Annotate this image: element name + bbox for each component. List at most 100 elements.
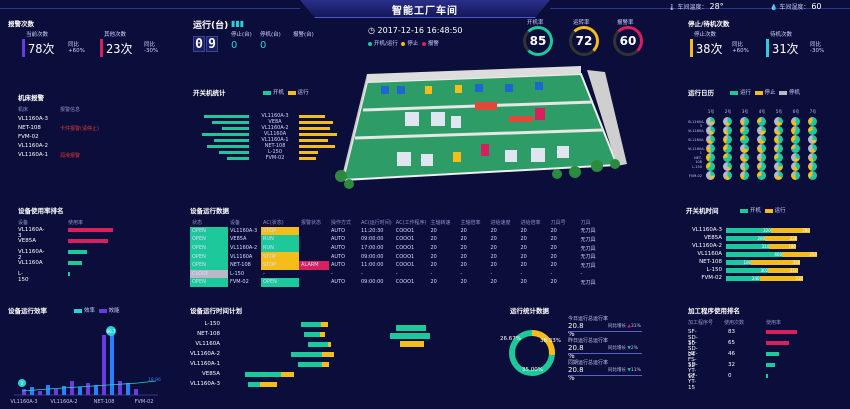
onoff-bar-run xyxy=(299,157,316,160)
alarm-total-change: -30% xyxy=(144,48,159,54)
table-cell: FVM-02 xyxy=(230,279,249,286)
thermometer-icon: 🌡 xyxy=(668,4,676,11)
onoff-bar-run xyxy=(299,151,319,154)
table-cell: 20 xyxy=(430,279,437,286)
chart-legend: 效率 效能 xyxy=(74,306,120,314)
machine-alarm-panel: 机床报警 机床 报警信息 VL1160A-3 NET-108 卡件报警(请停止) FV… xyxy=(18,92,168,162)
table-row[interactable]: OPEN VL1160A-3 STOP AUTO 11:20:30 COOO1 20 20 20… xyxy=(190,226,608,236)
calendar-pie xyxy=(740,153,749,162)
table-cell: AUTO xyxy=(331,253,346,260)
column-header: 报警信息 xyxy=(60,107,81,113)
table-cell: VL1160A-2 xyxy=(230,245,258,252)
table-cell: - xyxy=(550,270,553,277)
onoff-bar-on xyxy=(219,151,249,154)
table-cell: 无刀具 xyxy=(580,262,596,269)
table-cell: RUN xyxy=(261,235,299,244)
efficiency-chart: 66.7 2 18.96 VL1160A-3 VL1160A-2 NET-108 FVM-0… xyxy=(10,326,161,405)
x-tick-label: VL1160A-2 xyxy=(50,399,77,405)
plan-green-bar xyxy=(298,362,322,367)
table-row[interactable]: OPEN VE85A RUN AUTO 09:00:00 COOO1 20 20 20 20 20 无… xyxy=(190,235,608,244)
legend-label: 停机 xyxy=(789,90,801,96)
table-cell: CLOSE xyxy=(190,269,228,279)
calendar-pie xyxy=(774,162,783,171)
panel-title: 停止/待机次数 xyxy=(688,20,730,28)
program-count: 32 xyxy=(728,362,735,368)
table-row[interactable]: CLOSE L-150 - - - - - - - - - - xyxy=(190,269,608,279)
table-header-row: 状态 设备 AC(状态) 报警状态 操作方式 AC(运行时间) AC(工作程序) 主轴转速 主轴… xyxy=(190,218,608,227)
calendar-pie xyxy=(774,135,783,144)
onoff-label: VL1160A xyxy=(263,131,287,137)
arrow-up-icon: ▲ xyxy=(626,324,631,329)
alarm-message: 卡件报警(请停止) xyxy=(60,126,99,132)
calendar-pie xyxy=(740,126,749,135)
machine-name: VL1160A-2 xyxy=(18,143,48,149)
plan-yellow-bar xyxy=(320,332,326,337)
donut-slice xyxy=(513,354,555,376)
calendar-pie xyxy=(723,126,732,135)
calendar-pie xyxy=(740,117,749,126)
open-time-label: FVM-02 xyxy=(701,275,722,281)
onoff-bar-on xyxy=(204,115,249,118)
column-header: 刀具号 xyxy=(550,219,566,226)
calendar-pie xyxy=(757,153,766,162)
stat-value: 20.8 % xyxy=(568,322,584,338)
onoff-label: VL1160A-1 xyxy=(261,137,289,143)
plan-label: VL1160A-1 xyxy=(190,361,220,367)
table-row[interactable]: OPEN VL1160A STOP AUTO 09:00:00 COOO1 20 20 20 20… xyxy=(190,252,608,261)
temperature-value: 28° xyxy=(709,2,724,11)
table-cell: 09:00:00 xyxy=(361,279,384,286)
open-time-on-bar: 280 xyxy=(726,236,766,241)
alarm-today-value: 78次 xyxy=(28,42,55,56)
table-cell: RUN xyxy=(261,243,299,253)
calendar-pie xyxy=(808,153,817,162)
calendar-col-label: 3号 xyxy=(741,109,749,114)
table-cell: L-150 xyxy=(230,270,245,277)
list-item: VL1160A-3 xyxy=(18,116,158,124)
factory-floor-view xyxy=(335,66,627,189)
list-item: FVM-02 xyxy=(18,134,158,142)
onoff-label: L-150 xyxy=(267,149,283,155)
calendar-pie xyxy=(706,162,715,171)
efficiency-bar xyxy=(126,383,130,395)
arrow-down-icon: ▼ xyxy=(626,346,631,351)
calendar-pie xyxy=(757,162,766,171)
gauge-label: 运转率 xyxy=(573,20,590,26)
onoff-bar-on xyxy=(211,121,249,124)
table-cell: AUTO xyxy=(331,279,346,286)
machine-name: VL1160A-1 xyxy=(18,152,48,158)
table-row[interactable]: OPEN NET-108 STOP ALARM AUTO 11:00:00 COOO1 20 2… xyxy=(190,260,608,270)
table-cell: - xyxy=(490,270,493,277)
table-cell: AUTO xyxy=(331,245,346,252)
stop-change: +60% xyxy=(732,48,749,54)
onoff-label: VL1160A-2 xyxy=(261,125,289,131)
calendar-pie xyxy=(706,153,715,162)
table-cell: COOO1 xyxy=(395,262,415,269)
table-cell: - xyxy=(430,270,433,277)
plan-green-bar xyxy=(301,322,321,327)
table-row[interactable]: OPEN VL1160A-2 RUN AUTO 17:00:00 COOO1 20 20 20 2… xyxy=(190,243,608,253)
datetime-value: ◷ 2017-12-16 16:48:50 xyxy=(368,26,508,35)
stat-underline xyxy=(568,353,642,354)
calendar-pie xyxy=(740,144,749,153)
stat-value: 20.8 % xyxy=(568,344,584,360)
open-time-on-bar: 240 xyxy=(726,276,760,281)
panel-title: 加工程序使用排名 xyxy=(688,307,740,315)
table-cell: OPEN xyxy=(190,235,228,244)
table-cell xyxy=(299,270,329,279)
program-count: 65 xyxy=(728,340,735,346)
table-cell: 无刀具 xyxy=(580,254,596,261)
title-bar xyxy=(300,0,550,18)
donut-label: 38.33% xyxy=(540,338,561,344)
standby-change: -30% xyxy=(810,48,825,54)
table-cell: 20 xyxy=(520,245,527,252)
calendar-pie xyxy=(706,126,715,135)
stat-change: 同比增长 ▲31% xyxy=(608,323,641,329)
calendar-pie xyxy=(706,117,715,126)
table-row[interactable]: OPEN FVM-02 OPEN AUTO 09:00:00 COOO1 20 20 20 20 2… xyxy=(190,278,608,287)
calendar-col-label: 1号 xyxy=(707,109,715,114)
list-item: VL1160A-1 润滑报警 xyxy=(18,152,158,160)
onoff-bar-on xyxy=(214,139,249,142)
table-cell: NET-108 xyxy=(230,262,251,269)
column-header: 加工程序号 xyxy=(688,320,714,326)
